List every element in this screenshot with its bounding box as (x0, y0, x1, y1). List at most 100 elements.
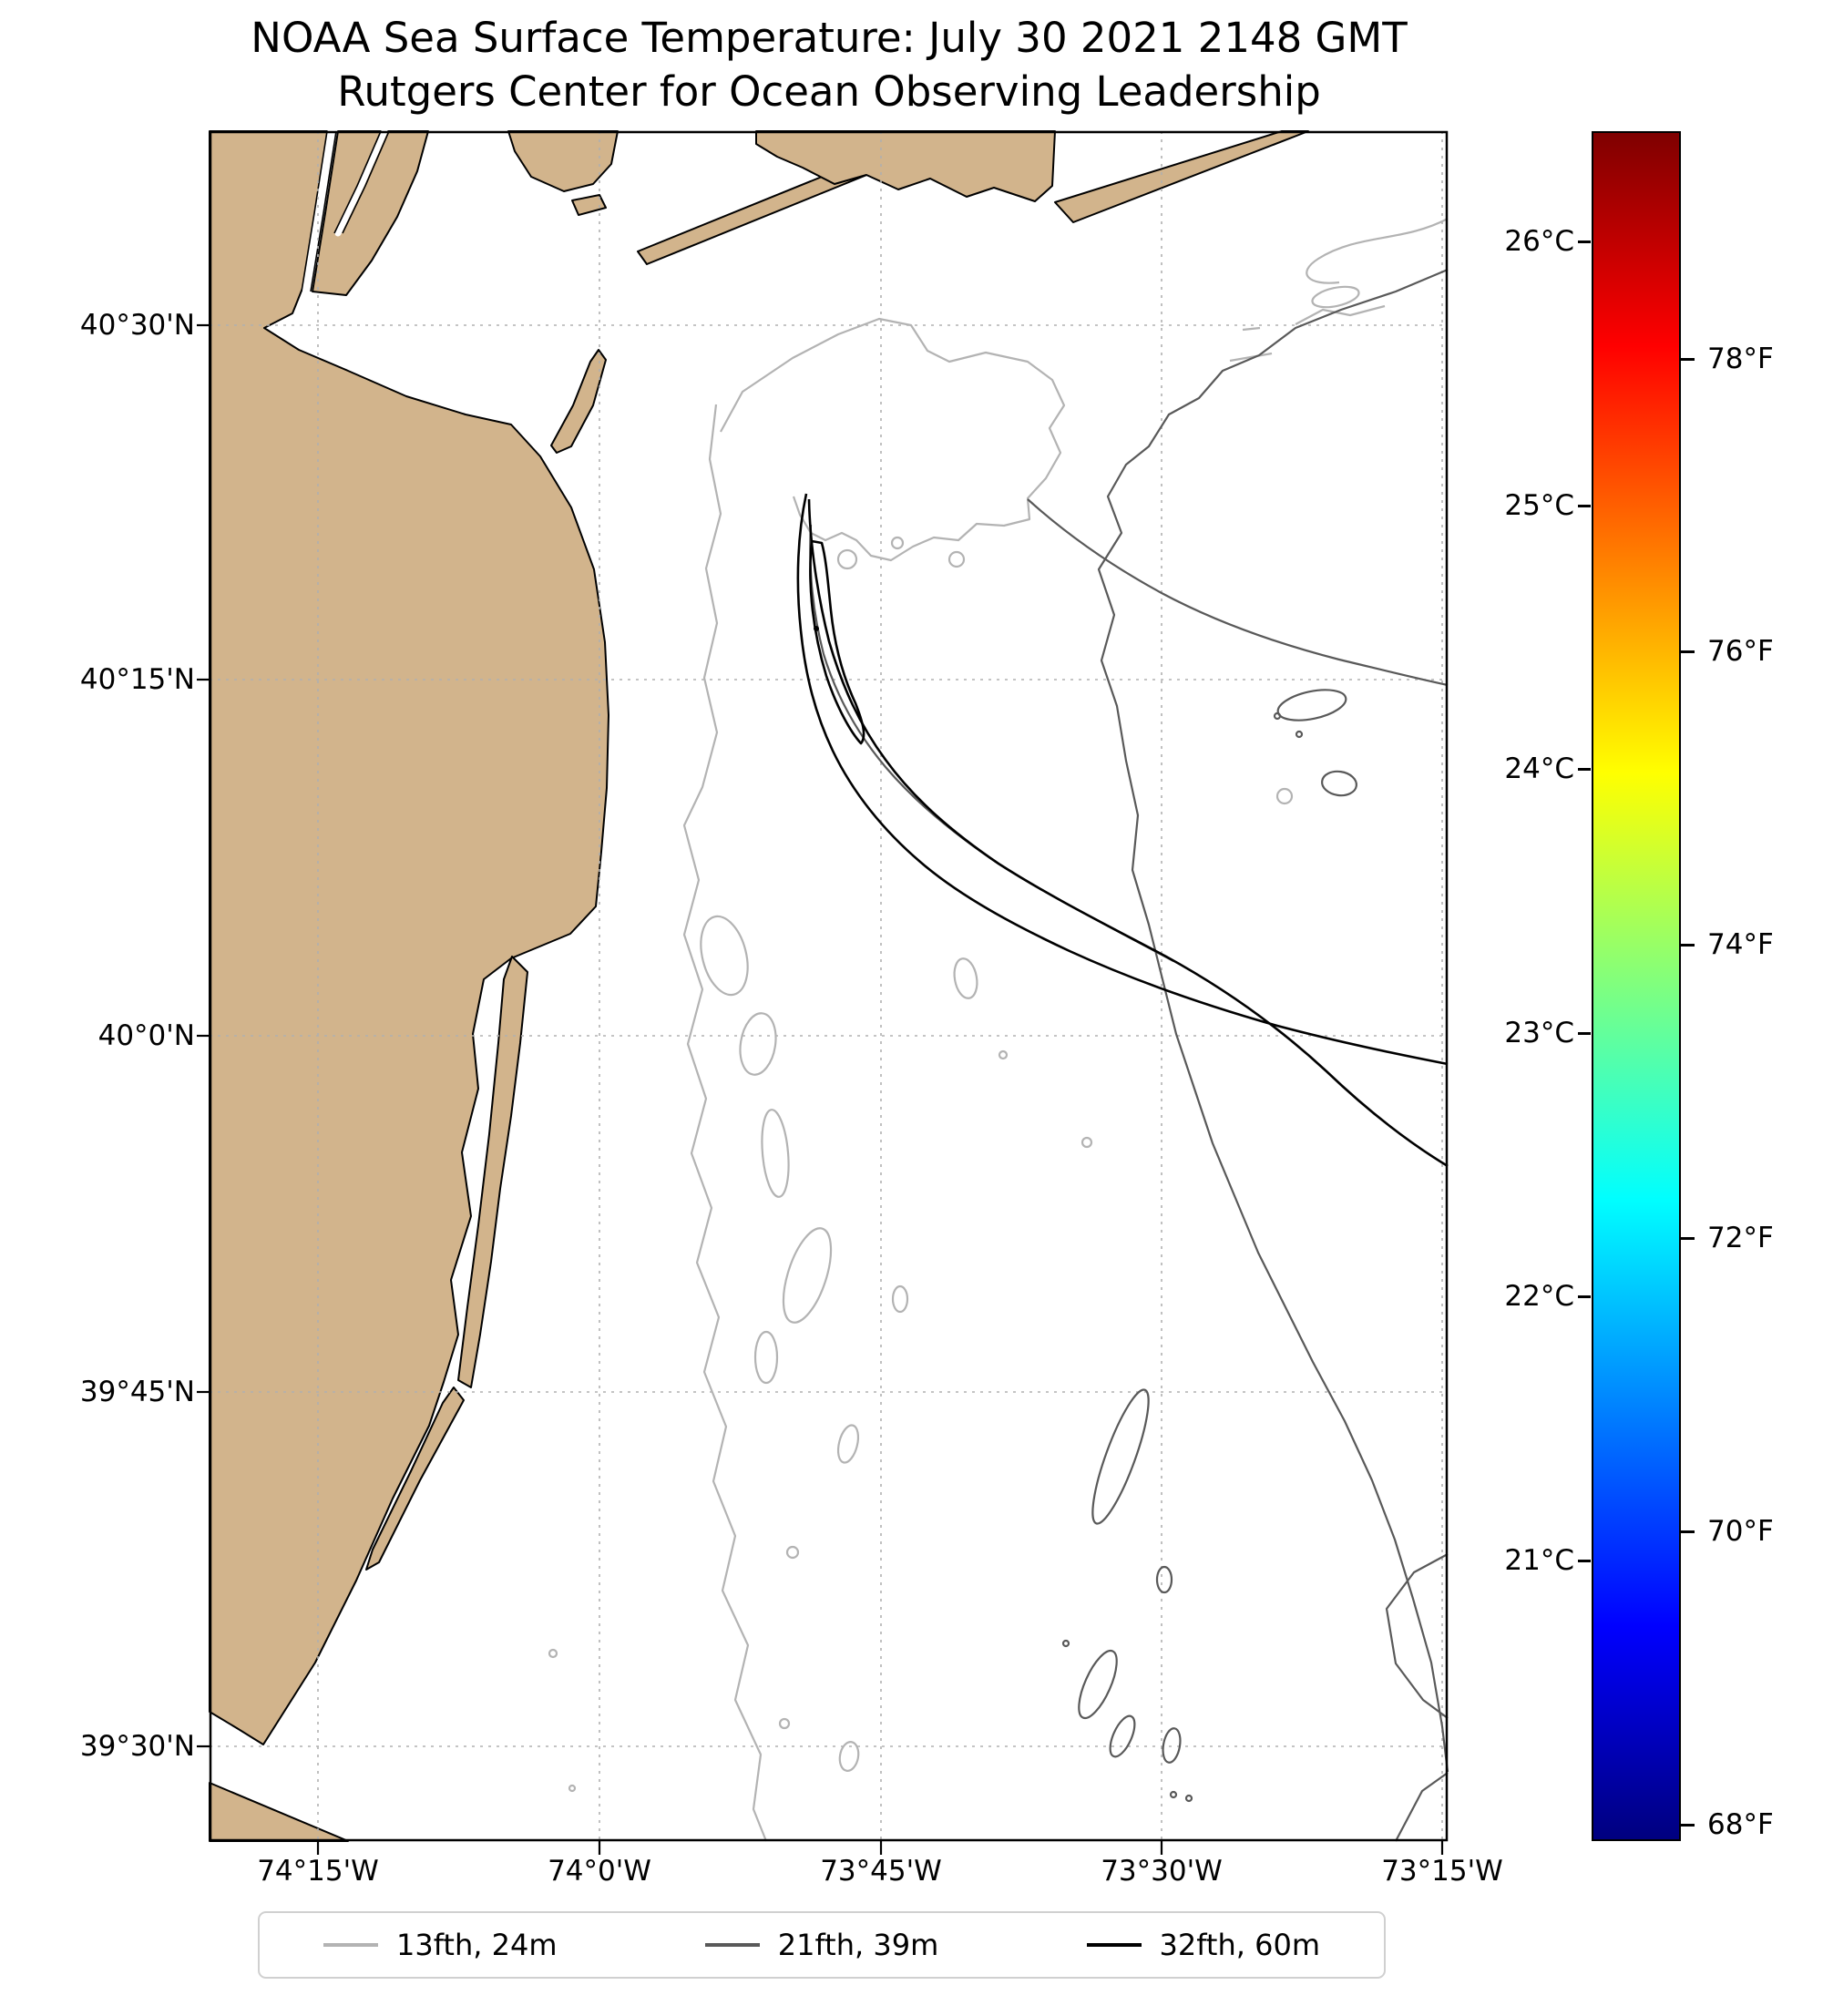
land-east-bank (312, 130, 429, 296)
legend-item-13fth: 13fth, 24m (323, 1928, 557, 1962)
land-long-island-main (755, 130, 1056, 202)
river-bank-line (342, 130, 390, 234)
fahrenheit-tick-label: 78°F (1707, 343, 1774, 375)
contour-islet (1061, 1639, 1070, 1648)
contour-islet (782, 1227, 833, 1324)
lon-tick-label: 73°30'W (1101, 1855, 1223, 1888)
contour-islet (891, 1284, 909, 1314)
contours-21fth (809, 268, 1449, 1842)
celsius-tick (1578, 1560, 1591, 1562)
contour-islet (890, 536, 905, 550)
contour-islet (838, 1741, 860, 1772)
legend-label-21fth: 21fth, 39m (777, 1928, 939, 1962)
contour-islet (739, 1012, 777, 1076)
land-long-island-east-spit (1054, 130, 1309, 223)
contour-hudson-canyon-north (796, 493, 1449, 1066)
contour-islet (1155, 1565, 1173, 1594)
celsius-tick-label: 25°C (1504, 489, 1574, 522)
contour-line (1229, 352, 1273, 363)
map-plot (197, 127, 1449, 1855)
legend-label-32fth: 32fth, 60m (1159, 1928, 1320, 1962)
title-line1: NOAA Sea Surface Temperature: July 30 20… (251, 14, 1408, 62)
contour-hudson-canyon-south (807, 498, 1449, 1168)
land-polygons (209, 130, 1309, 1842)
celsius-tick-label: 24°C (1504, 752, 1574, 785)
title-line2: Rutgers Center for Ocean Observing Leade… (337, 67, 1321, 117)
fahrenheit-tick (1681, 358, 1695, 361)
contour-canyon-inner-sliver (809, 539, 865, 745)
contour-islet (778, 1717, 791, 1730)
legend-line-32fth (1086, 1943, 1142, 1947)
lon-tick-label: 73°45'W (820, 1855, 942, 1888)
contour-islet (947, 550, 966, 568)
lon-tick-label: 73°15'W (1381, 1855, 1503, 1888)
east-river-channel (334, 128, 388, 237)
river-bank-line (301, 130, 328, 292)
celsius-tick-label: 21°C (1504, 1544, 1574, 1577)
celsius-tick (1578, 768, 1591, 771)
contour-islet (1169, 1790, 1178, 1799)
contour-legend: 13fth, 24m 21fth, 39m 32fth, 60m (258, 1911, 1386, 1979)
contour-islet (1320, 770, 1358, 797)
land-long-island-west (507, 130, 619, 192)
fahrenheit-tick (1681, 650, 1695, 653)
lat-tick-label: 40°15'N (79, 663, 195, 696)
celsius-tick (1578, 1032, 1591, 1035)
contour-islet (1109, 1714, 1136, 1758)
river-bank-line (333, 130, 382, 234)
contour-islet (836, 548, 858, 570)
fahrenheit-tick (1681, 944, 1695, 947)
lat-tick-label: 39°30'N (79, 1730, 195, 1763)
contour-islet (1184, 1794, 1193, 1803)
colorbar-gradient (1592, 131, 1681, 1841)
contour-line (1395, 1772, 1449, 1842)
celsius-tick-label: 26°C (1504, 225, 1574, 258)
contour-islet (998, 1049, 1009, 1060)
contour-islet (1080, 1136, 1093, 1149)
fahrenheit-tick-label: 72°F (1707, 1222, 1774, 1254)
contour-line (1097, 268, 1449, 1773)
contours-13fth (548, 218, 1449, 1842)
figure-title: NOAA Sea Surface Temperature: July 30 20… (0, 11, 1658, 119)
lon-tick-label: 74°0'W (548, 1855, 651, 1888)
contour-line (682, 404, 768, 1842)
contour-islet (568, 1784, 577, 1793)
land-barrier-island-north (457, 956, 528, 1388)
land-bottom-left-strip (209, 1782, 349, 1842)
land-new-jersey (209, 130, 609, 1745)
contour-line (720, 317, 1066, 562)
legend-item-21fth: 21fth, 39m (704, 1928, 939, 1962)
fahrenheit-tick-label: 74°F (1707, 928, 1774, 961)
celsius-tick (1578, 1295, 1591, 1298)
celsius-tick (1578, 240, 1591, 243)
contour-islet (785, 1545, 800, 1560)
legend-line-13fth (323, 1943, 378, 1947)
land-barrier-island-south (365, 1387, 465, 1571)
fahrenheit-tick (1681, 1824, 1695, 1827)
river-channels (301, 127, 390, 296)
contour-islet (548, 1648, 558, 1659)
celsius-tick-label: 23°C (1504, 1017, 1574, 1049)
celsius-tick-label: 22°C (1504, 1280, 1574, 1313)
contour-islet (700, 915, 749, 997)
contour-islet (753, 1330, 779, 1385)
lat-tick-label: 40°30'N (79, 309, 195, 342)
contour-dot (814, 626, 819, 631)
legend-item-32fth: 32fth, 60m (1086, 1928, 1320, 1962)
legend-line-21fth (704, 1943, 760, 1947)
fahrenheit-tick-label: 70°F (1707, 1515, 1774, 1548)
land-sandy-hook (550, 349, 607, 454)
river-bank-line (310, 130, 337, 292)
contour-islet (1091, 1388, 1150, 1525)
contour-line (1027, 498, 1449, 687)
contour-islet (836, 1424, 860, 1464)
contour-line (809, 524, 1174, 962)
contour-line (1385, 1553, 1449, 1719)
lat-tick-label: 39°45'N (79, 1376, 195, 1408)
land-long-island-islet (571, 194, 607, 216)
contour-islet (761, 1109, 790, 1198)
contour-islet (1078, 1649, 1118, 1720)
axis-ticks (197, 323, 1444, 1855)
contour-islet (1162, 1727, 1182, 1764)
